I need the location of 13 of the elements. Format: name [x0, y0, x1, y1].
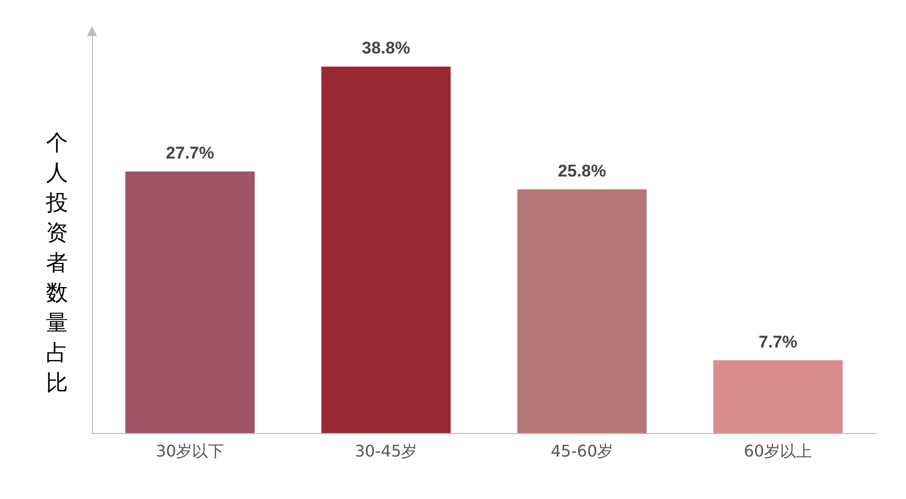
data-label: 7.7%: [758, 332, 798, 352]
data-label: 25.8%: [558, 161, 606, 180]
x-tick-label: 45-60岁: [550, 442, 614, 460]
x-tick-label: 60岁以上: [744, 442, 812, 460]
bar: [321, 66, 451, 433]
bar: [125, 171, 255, 433]
bar: [713, 360, 843, 433]
text: 个人投资者数量占比: [46, 131, 68, 396]
x-tick-label: 30岁以下: [156, 442, 224, 460]
x-tick-label: 30-45岁: [354, 442, 418, 460]
bar: [517, 189, 647, 433]
data-label: 38.8%: [362, 38, 410, 58]
data-label: 27.7%: [166, 143, 214, 162]
